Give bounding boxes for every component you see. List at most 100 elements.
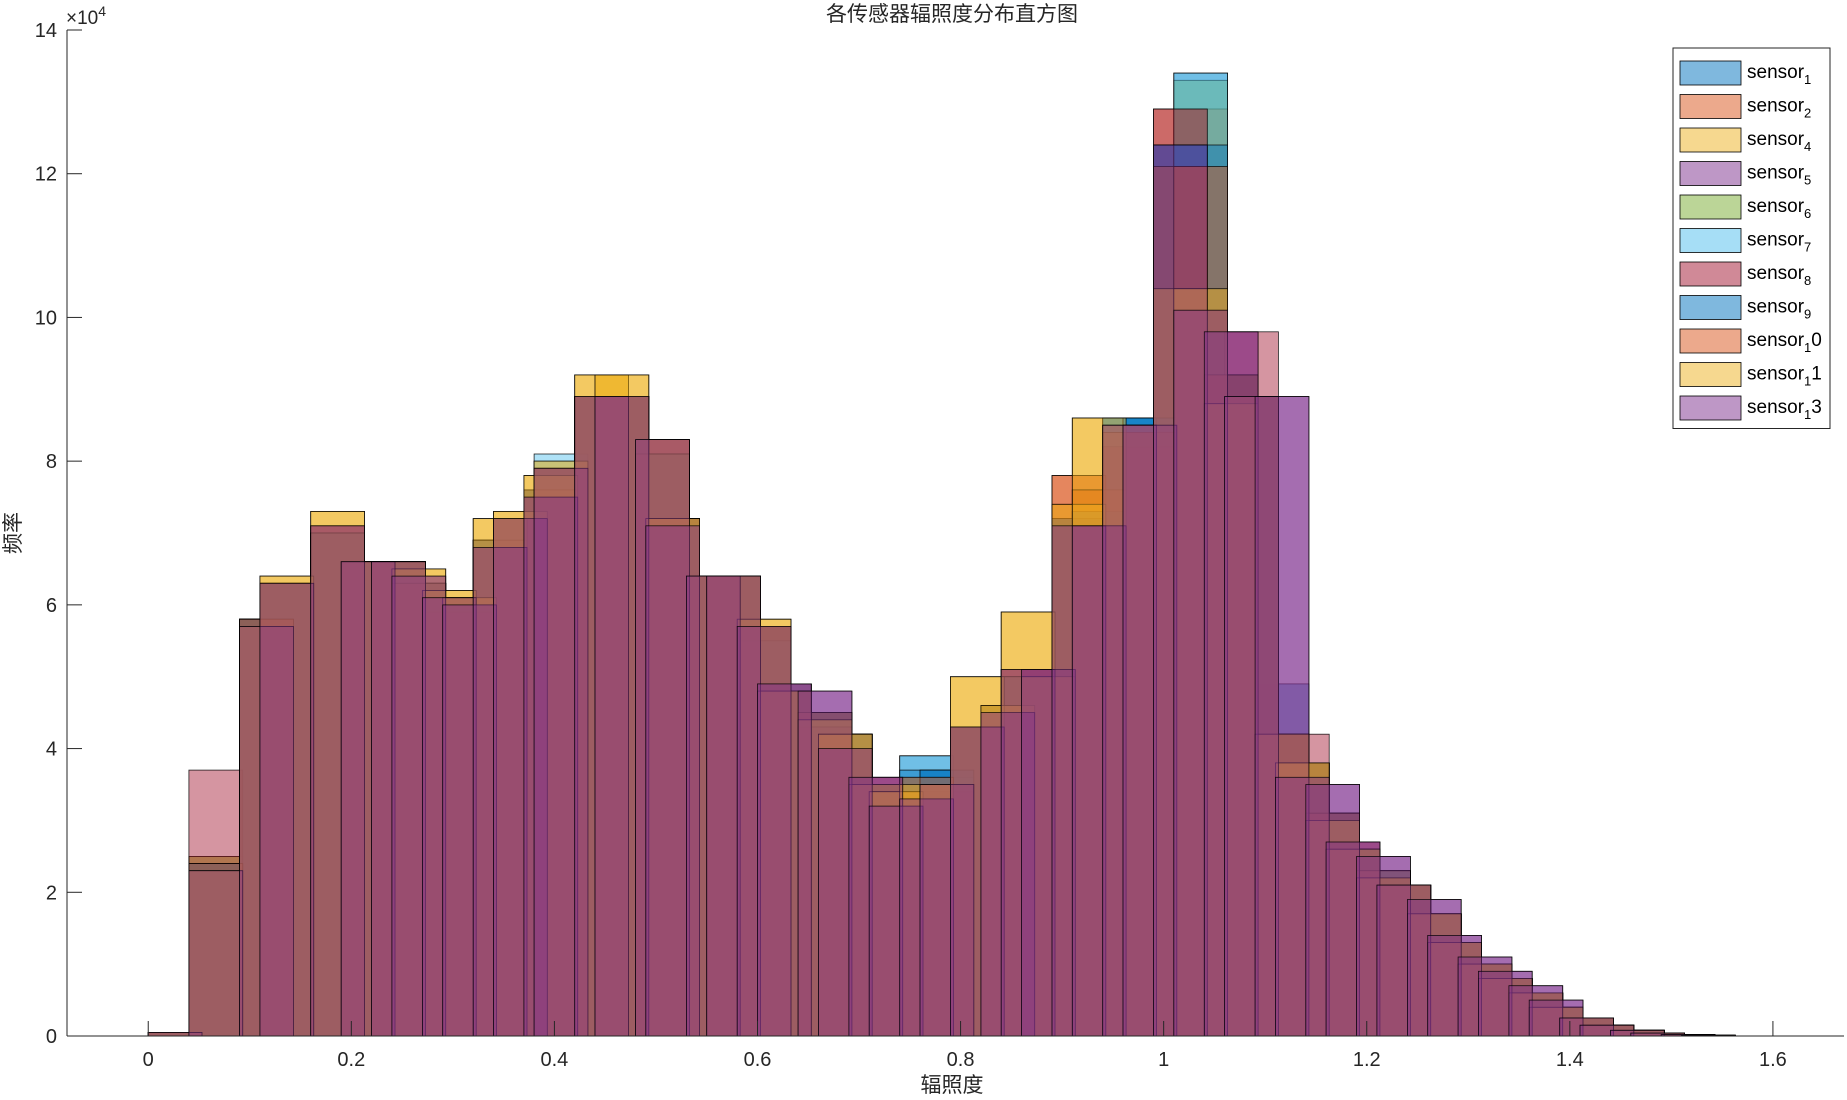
bar [736, 626, 792, 1037]
bar [1224, 396, 1279, 1037]
bar [523, 489, 579, 1037]
bar [259, 582, 315, 1037]
bar [1427, 942, 1482, 1037]
bar [310, 532, 365, 1037]
bar [1376, 884, 1432, 1037]
bar [686, 575, 741, 1037]
bar [686, 575, 741, 1037]
bar [1021, 676, 1076, 1037]
bar [868, 791, 924, 1037]
bar [1021, 669, 1076, 1037]
bar [391, 575, 447, 1037]
bar [1203, 374, 1259, 1037]
legend-swatch [1679, 161, 1742, 186]
bar [1000, 669, 1056, 1037]
y-tick-label: 10 [35, 307, 57, 329]
bar [1203, 374, 1259, 1037]
bar [686, 575, 741, 1037]
bar [1173, 72, 1229, 1037]
bar [340, 561, 396, 1037]
bar [1021, 669, 1076, 1037]
bar [919, 784, 975, 1037]
bar [472, 547, 528, 1037]
bar [1122, 424, 1178, 1037]
histogram-bars [147, 72, 1736, 1037]
bar [757, 690, 812, 1037]
bar [848, 784, 904, 1037]
bar [391, 582, 447, 1037]
bar [899, 755, 954, 1037]
bar [239, 618, 294, 1037]
bar [980, 705, 1036, 1037]
bar [635, 453, 690, 1037]
bar [239, 626, 294, 1037]
bar [188, 870, 244, 1037]
x-tick-label: 0 [143, 1049, 154, 1071]
bar [736, 618, 792, 1037]
bar [421, 611, 477, 1037]
bar [1427, 935, 1482, 1037]
bar [635, 439, 690, 1037]
bar [1173, 166, 1229, 1037]
bar [1203, 374, 1259, 1037]
bar [950, 726, 1005, 1037]
bar [1356, 870, 1411, 1037]
bar [442, 597, 497, 1037]
bar [757, 690, 812, 1037]
bar [950, 676, 1005, 1037]
bar [239, 618, 294, 1037]
bar [1102, 417, 1157, 1037]
bar [533, 460, 589, 1037]
bar [1478, 978, 1533, 1037]
bar [442, 604, 497, 1037]
bar [1457, 963, 1513, 1037]
bar [848, 784, 904, 1037]
axes: 0 0.2 0.4 0.6 0.8 1 1.2 1.4 1.6 0 2 4 6 8 10 12 14 [35, 20, 1844, 1071]
bar [1305, 820, 1361, 1037]
bar [1153, 166, 1208, 1037]
bar [1122, 431, 1178, 1037]
legend-entry: sensor5 [1679, 161, 1811, 188]
bar [1376, 884, 1432, 1037]
bar [1508, 985, 1564, 1037]
bar [1508, 985, 1564, 1037]
bar [1071, 510, 1127, 1037]
bar [1254, 733, 1310, 1037]
bar [1224, 331, 1279, 1037]
bar [594, 396, 650, 1037]
bar [1305, 820, 1361, 1037]
bar [1407, 913, 1462, 1037]
bar [1122, 424, 1178, 1037]
bar [899, 755, 954, 1037]
bar [706, 575, 761, 1037]
legend-swatch [1679, 295, 1742, 320]
bar [1478, 970, 1533, 1037]
legend-entry: sensor13 [1679, 395, 1822, 422]
bar [1122, 417, 1178, 1037]
bar [1122, 446, 1178, 1037]
legend-swatch [1679, 94, 1742, 119]
bar [1224, 396, 1279, 1037]
legend-swatch [1679, 194, 1742, 220]
bar [1457, 963, 1513, 1037]
bar [1051, 518, 1107, 1037]
bar [1203, 374, 1259, 1037]
bar [950, 676, 1005, 1037]
bar [1000, 676, 1056, 1037]
bar [421, 597, 477, 1037]
bar [1021, 676, 1076, 1037]
bar [919, 769, 975, 1037]
x-tick-label: 1.4 [1556, 1049, 1584, 1071]
y-exponent-label: ×104 [66, 3, 106, 29]
legend-entry: sensor4 [1679, 127, 1811, 154]
legend-swatch [1679, 395, 1742, 421]
bar [442, 597, 497, 1037]
bar [645, 518, 700, 1037]
bar [188, 863, 244, 1037]
y-axis-title: 频率 [1, 512, 25, 554]
bar [533, 467, 589, 1037]
bar [259, 575, 315, 1037]
bar [868, 791, 924, 1037]
bar [1325, 848, 1381, 1037]
